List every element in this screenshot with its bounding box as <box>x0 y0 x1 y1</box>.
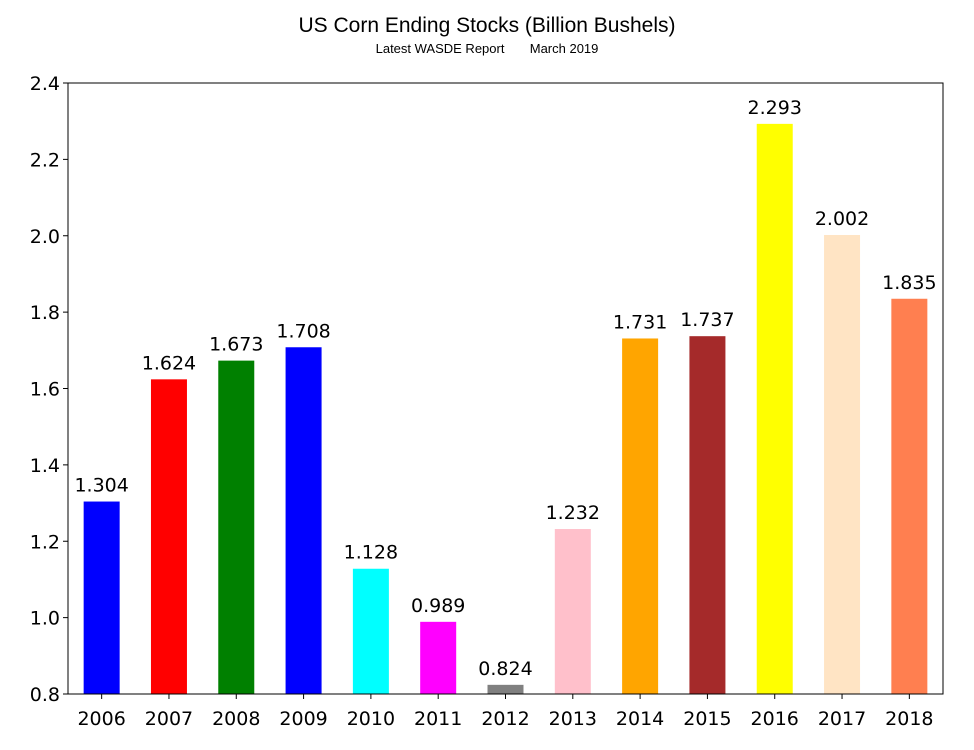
y-tick-label: 1.4 <box>30 455 60 477</box>
value-label-2007: 1.624 <box>142 352 196 374</box>
bar-2011 <box>420 621 457 694</box>
y-tick-label: 1.6 <box>30 379 60 401</box>
chart-title: US Corn Ending Stocks (Billion Bushels) <box>298 14 676 37</box>
x-tick-label-2008: 2008 <box>212 708 260 730</box>
bar-2016 <box>756 123 793 695</box>
bar-2014 <box>622 338 659 694</box>
bar-2012 <box>487 684 524 694</box>
x-tick-label-2018: 2018 <box>885 708 933 730</box>
bar-2013 <box>554 529 591 694</box>
bar-2006 <box>83 501 120 694</box>
x-tick-label-2009: 2009 <box>279 708 327 730</box>
x-tick-label-2006: 2006 <box>77 708 125 730</box>
y-tick-label: 1.2 <box>30 531 60 553</box>
value-label-2008: 1.673 <box>209 334 263 356</box>
chart-subtitle: Latest WASDE Report March 2019 <box>375 41 599 56</box>
value-label-2017: 2.002 <box>815 208 869 230</box>
x-tick-label-2016: 2016 <box>751 708 799 730</box>
bar-2007 <box>150 379 187 694</box>
bar-2010 <box>352 568 389 694</box>
y-tick-label: 0.8 <box>30 684 60 706</box>
bar-2015 <box>689 336 726 694</box>
value-label-2018: 1.835 <box>882 272 936 294</box>
value-label-2011: 0.989 <box>411 595 465 617</box>
bar-2017 <box>824 234 861 694</box>
value-label-2014: 1.731 <box>613 311 667 333</box>
bar-2009 <box>285 347 322 694</box>
x-tick-label-2012: 2012 <box>481 708 529 730</box>
x-tick-label-2015: 2015 <box>683 708 731 730</box>
bar-2008 <box>218 360 255 694</box>
y-tick-label: 2.2 <box>30 149 60 171</box>
y-tick-label: 1.0 <box>30 608 60 630</box>
x-tick-label-2011: 2011 <box>414 708 462 730</box>
value-label-2013: 1.232 <box>546 502 600 524</box>
y-axis: 0.8 1.0 1.2 1.4 1.6 1.8 2.0 2.2 2.4 <box>30 73 68 706</box>
x-axis: 2006 2007 2008 2009 2010 2011 2012 2013 2014 2015… <box>77 694 934 730</box>
value-label-2010: 1.128 <box>344 542 398 564</box>
y-tick-label: 1.8 <box>30 302 60 324</box>
value-label-2015: 1.737 <box>680 309 734 331</box>
value-labels-layer: 1.304 1.624 1.673 1.708 1.128 0.989 0.824 1.232… <box>74 97 936 680</box>
x-tick-label-2010: 2010 <box>347 708 395 730</box>
plot-area-frame <box>67 82 944 695</box>
x-tick-label-2014: 2014 <box>616 708 664 730</box>
value-label-2016: 2.293 <box>748 97 802 119</box>
bar-2018 <box>891 298 928 694</box>
bars-layer <box>83 123 928 695</box>
x-tick-label-2013: 2013 <box>549 708 597 730</box>
y-tick-label: 2.4 <box>30 73 60 95</box>
value-label-2009: 1.708 <box>276 320 330 342</box>
x-tick-label-2007: 2007 <box>145 708 193 730</box>
value-label-2006: 1.304 <box>74 475 128 497</box>
y-tick-label: 2.0 <box>30 226 60 248</box>
x-tick-label-2017: 2017 <box>818 708 866 730</box>
value-label-2012: 0.824 <box>478 658 532 680</box>
